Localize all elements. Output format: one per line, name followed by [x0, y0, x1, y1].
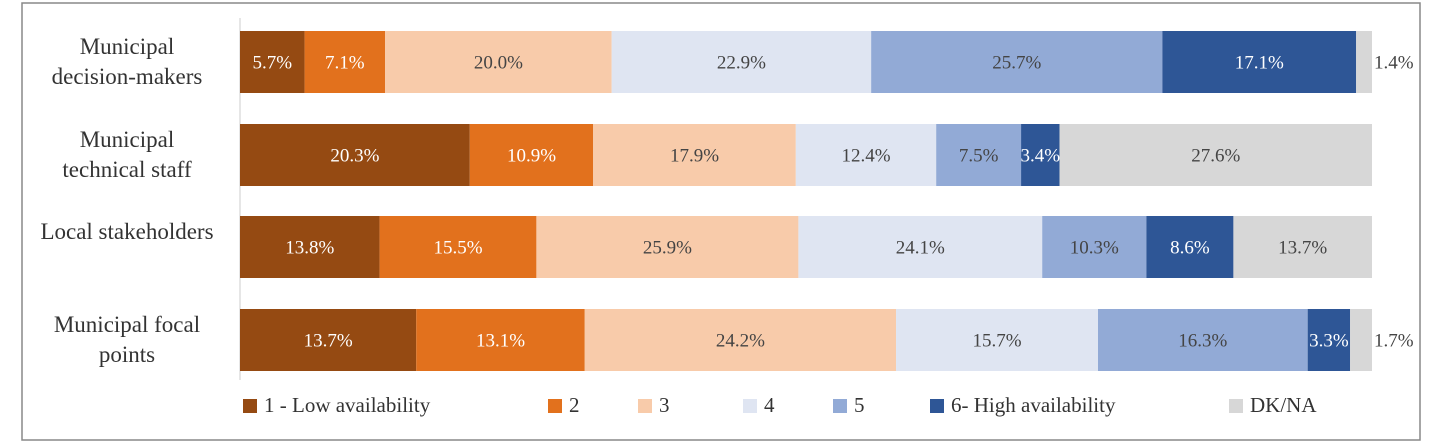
category-label: Local stakeholders [40, 219, 214, 244]
value-label: 20.3% [330, 145, 379, 166]
bar-segment [936, 124, 1022, 186]
value-label: 13.8% [285, 237, 334, 258]
value-label: 17.1% [1235, 52, 1284, 73]
bar-segment [536, 216, 799, 278]
value-label: 24.2% [716, 330, 765, 351]
value-label: 1.4% [1374, 52, 1414, 73]
bar-segment [240, 216, 380, 278]
legend-swatch [833, 399, 847, 413]
value-label: 24.1% [896, 237, 945, 258]
bar-segment [240, 309, 417, 371]
value-label: 22.9% [717, 52, 766, 73]
legend-swatch [930, 399, 944, 413]
bar-segment [593, 124, 796, 186]
legend-swatch [743, 399, 757, 413]
value-label: 13.1% [476, 330, 525, 351]
legend-label: DK/NA [1250, 393, 1317, 417]
bar-segment [798, 216, 1043, 278]
category-label: Municipal technical staff [62, 127, 192, 182]
bar-segment [1350, 309, 1372, 371]
value-label: 7.1% [325, 52, 365, 73]
value-label: 10.3% [1070, 237, 1119, 258]
legend-label: 3 [659, 393, 670, 417]
value-label: 3.4% [1021, 145, 1061, 166]
legend-label: 4 [764, 393, 775, 417]
value-label: 1.7% [1374, 330, 1414, 351]
value-label: 13.7% [1278, 237, 1327, 258]
value-label: 17.9% [670, 145, 719, 166]
value-label: 25.9% [643, 237, 692, 258]
value-label: 8.6% [1170, 237, 1210, 258]
legend-swatch [548, 399, 562, 413]
legend-label: 1 - Low availability [264, 393, 431, 417]
bar-segment [1233, 216, 1372, 278]
value-label: 13.7% [304, 330, 353, 351]
bar-segment [795, 124, 937, 186]
value-label: 15.7% [972, 330, 1021, 351]
category-label: Municipal focal points [53, 312, 201, 367]
bar-segment [1042, 216, 1147, 278]
value-label: 25.7% [992, 52, 1041, 73]
value-label: 16.3% [1178, 330, 1227, 351]
bar-segment [304, 31, 386, 93]
value-label: 3.3% [1309, 330, 1349, 351]
legend-swatch [243, 399, 257, 413]
bar-segment [871, 31, 1163, 93]
bar-segment [611, 31, 872, 93]
legend-swatch [1229, 399, 1243, 413]
value-label: 15.5% [433, 237, 482, 258]
bar-segment [1021, 124, 1060, 186]
frame [21, 2, 1421, 441]
value-label: 5.7% [253, 52, 293, 73]
value-label: 10.9% [507, 145, 556, 166]
legend-label: 6- High availability [951, 393, 1116, 417]
bar-segment [1098, 309, 1308, 371]
bar-segment [416, 309, 585, 371]
value-label: 27.6% [1191, 145, 1240, 166]
bar-segment [896, 309, 1099, 371]
bar-segment [1356, 31, 1372, 93]
value-label: 7.5% [959, 145, 999, 166]
legend-swatch [638, 399, 652, 413]
bar-segment [1162, 31, 1357, 93]
bar-segment [1059, 124, 1372, 186]
category-label: Municipal decision-makers [51, 34, 203, 89]
bar-segment [240, 31, 305, 93]
legend-label: 2 [569, 393, 580, 417]
legend-label: 5 [854, 393, 865, 417]
value-label: 20.0% [474, 52, 523, 73]
bar-segment [1307, 309, 1351, 371]
bar-segment [240, 124, 470, 186]
bar-segment [584, 309, 897, 371]
bar-segment [1146, 216, 1234, 278]
bar-segment [469, 124, 594, 186]
value-label: 12.4% [841, 145, 890, 166]
bar-segment [385, 31, 612, 93]
bar-segment [379, 216, 537, 278]
